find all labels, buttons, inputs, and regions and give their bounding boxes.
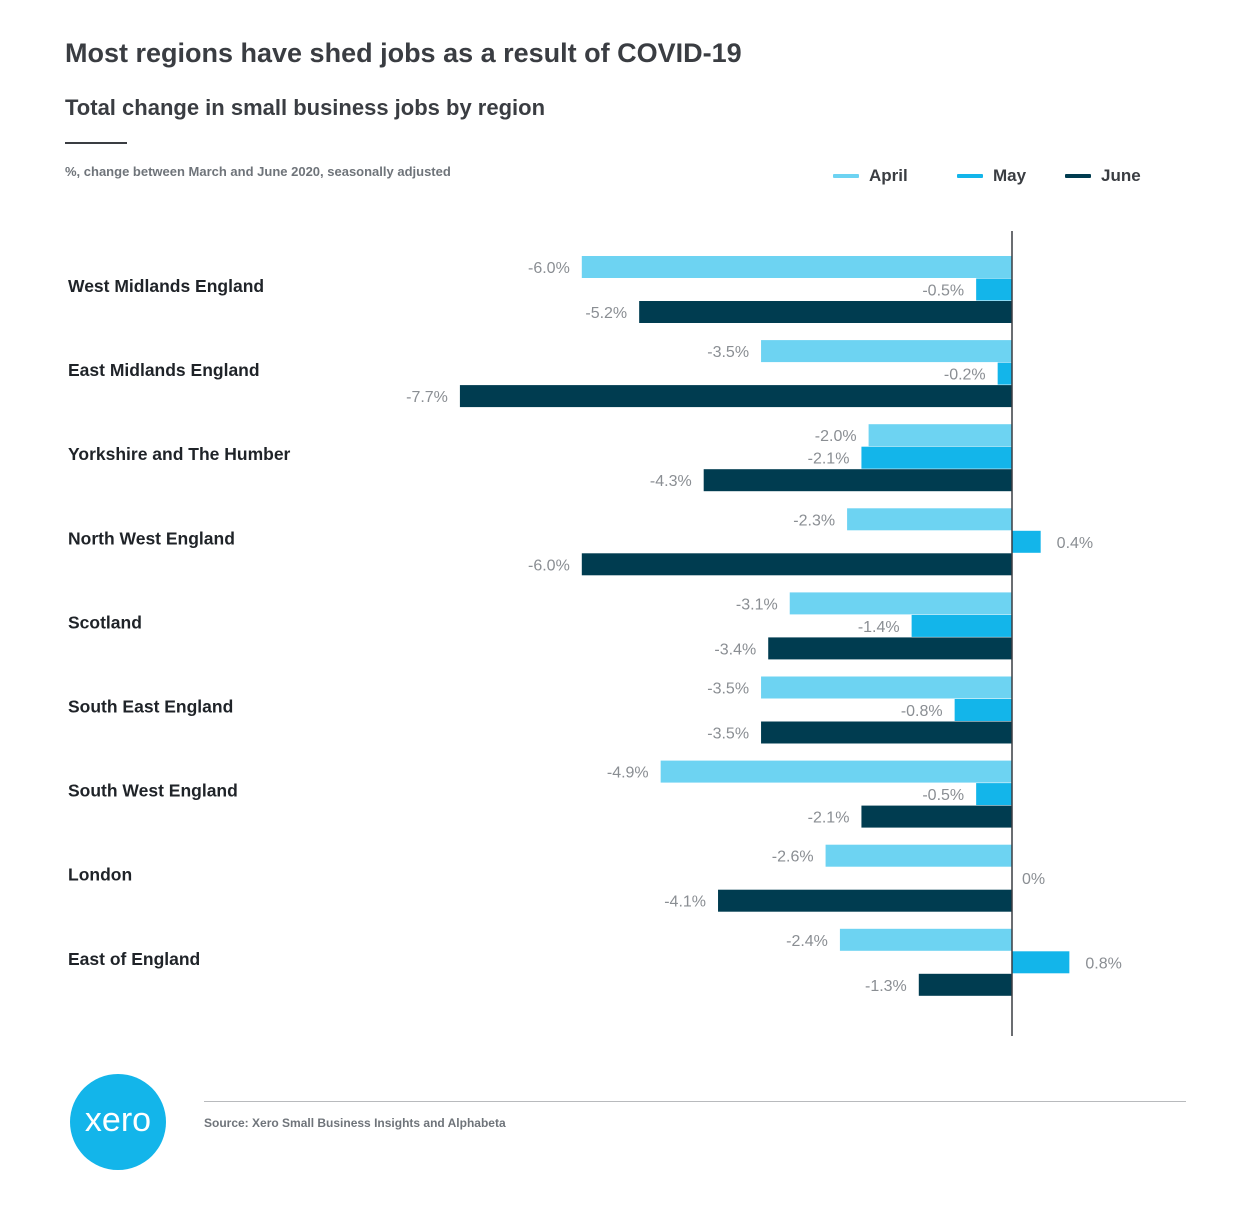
data-label-april-east-of-england: -2.4% — [786, 933, 828, 950]
category-label-south-west-england: South West England — [68, 781, 238, 801]
bar-may-south-west-england — [976, 783, 1012, 806]
chart-title: Most regions have shed jobs as a result … — [65, 38, 742, 68]
category-label-london: London — [68, 865, 132, 885]
legend-swatch-may — [957, 174, 983, 178]
data-label-may-west-midlands-england: -0.5% — [922, 283, 964, 300]
data-label-june-london: -4.1% — [664, 894, 706, 911]
source-note: Source: Xero Small Business Insights and… — [204, 1116, 506, 1130]
data-label-may-east-of-england: 0.8% — [1085, 955, 1121, 972]
bar-april-scotland — [789, 592, 1012, 615]
bar-april-london — [825, 844, 1012, 867]
legend-label-april: April — [869, 166, 908, 185]
data-label-april-scotland: -3.1% — [736, 596, 778, 613]
bar-april-south-east-england — [761, 676, 1012, 699]
category-label-yorkshire-and-the-humber: Yorkshire and The Humber — [68, 444, 291, 464]
data-label-may-south-east-england: -0.8% — [901, 703, 943, 720]
data-label-june-scotland: -3.4% — [714, 641, 756, 658]
legend-label-may: May — [993, 166, 1027, 185]
legend-swatch-april — [833, 174, 859, 178]
bar-april-north-west-england — [847, 508, 1012, 531]
category-label-east-midlands-england: East Midlands England — [68, 360, 260, 380]
bar-june-east-midlands-england — [459, 385, 1012, 408]
data-label-april-yorkshire-and-the-humber: -2.0% — [815, 428, 857, 445]
bar-may-west-midlands-england — [976, 278, 1012, 301]
data-label-june-yorkshire-and-the-humber: -4.3% — [650, 473, 692, 490]
bar-april-east-midlands-england — [761, 340, 1012, 363]
category-label-scotland: Scotland — [68, 612, 142, 632]
bar-may-yorkshire-and-the-humber — [861, 446, 1012, 469]
legend-item-may: May — [957, 166, 1026, 186]
logo-text: xero — [84, 1100, 152, 1139]
bar-may-east-of-england — [1012, 951, 1070, 974]
data-label-may-london: 0% — [1022, 871, 1045, 888]
data-label-april-west-midlands-england: -6.0% — [528, 260, 570, 277]
bar-june-south-east-england — [761, 721, 1012, 744]
bar-may-south-east-england — [954, 699, 1012, 721]
data-label-april-london: -2.6% — [772, 849, 814, 866]
bar-june-yorkshire-and-the-humber — [703, 469, 1012, 492]
chart-note: %, change between March and June 2020, s… — [65, 164, 451, 179]
category-label-east-of-england: East of England — [68, 949, 200, 969]
data-label-may-yorkshire-and-the-humber: -2.1% — [808, 451, 850, 468]
legend-item-april: April — [833, 166, 908, 186]
bar-may-scotland — [911, 614, 1012, 637]
bar-june-scotland — [768, 637, 1012, 660]
data-label-april-east-midlands-england: -3.5% — [707, 344, 749, 361]
chart-subtitle: Total change in small business jobs by r… — [65, 95, 546, 120]
xero-logo: xero — [70, 1074, 166, 1170]
data-label-april-south-east-england: -3.5% — [707, 681, 749, 698]
data-label-june-east-midlands-england: -7.7% — [406, 389, 448, 406]
data-label-june-north-west-england: -6.0% — [528, 557, 570, 574]
title-divider — [65, 142, 127, 144]
data-label-june-west-midlands-england: -5.2% — [585, 305, 627, 322]
bar-june-north-west-england — [581, 553, 1012, 576]
bar-june-london — [718, 889, 1012, 912]
data-label-may-east-midlands-england: -0.2% — [944, 367, 986, 384]
bar-april-east-of-england — [839, 928, 1012, 951]
category-label-west-midlands-england: West Midlands England — [68, 276, 264, 296]
bar-june-west-midlands-england — [639, 301, 1012, 323]
footer-divider — [204, 1101, 1186, 1102]
data-label-june-south-west-england: -2.1% — [808, 810, 850, 827]
data-label-april-north-west-england: -2.3% — [793, 512, 835, 529]
data-label-may-north-west-england: 0.4% — [1057, 535, 1093, 552]
bar-april-yorkshire-and-the-humber — [868, 424, 1012, 447]
bar-may-east-midlands-england — [997, 362, 1012, 385]
data-label-june-south-east-england: -3.5% — [707, 726, 749, 743]
bar-april-south-west-england — [660, 760, 1012, 783]
bar-chart: West Midlands England -6.0% -0.5% -5.2% East… — [68, 231, 1122, 1036]
legend-item-june: June — [1065, 166, 1141, 186]
data-label-june-east-of-england: -1.3% — [865, 978, 907, 995]
data-label-april-south-west-england: -4.9% — [607, 765, 649, 782]
bar-june-south-west-england — [861, 805, 1012, 828]
legend-swatch-june — [1065, 174, 1091, 178]
data-label-may-scotland: -1.4% — [858, 619, 900, 636]
bar-april-west-midlands-england — [581, 256, 1012, 278]
bar-june-east-of-england — [918, 973, 1012, 996]
category-label-south-east-england: South East England — [68, 697, 233, 717]
category-label-north-west-england: North West England — [68, 528, 235, 548]
legend-label-june: June — [1101, 166, 1141, 185]
data-label-may-south-west-england: -0.5% — [922, 787, 964, 804]
bar-may-north-west-england — [1012, 530, 1041, 553]
